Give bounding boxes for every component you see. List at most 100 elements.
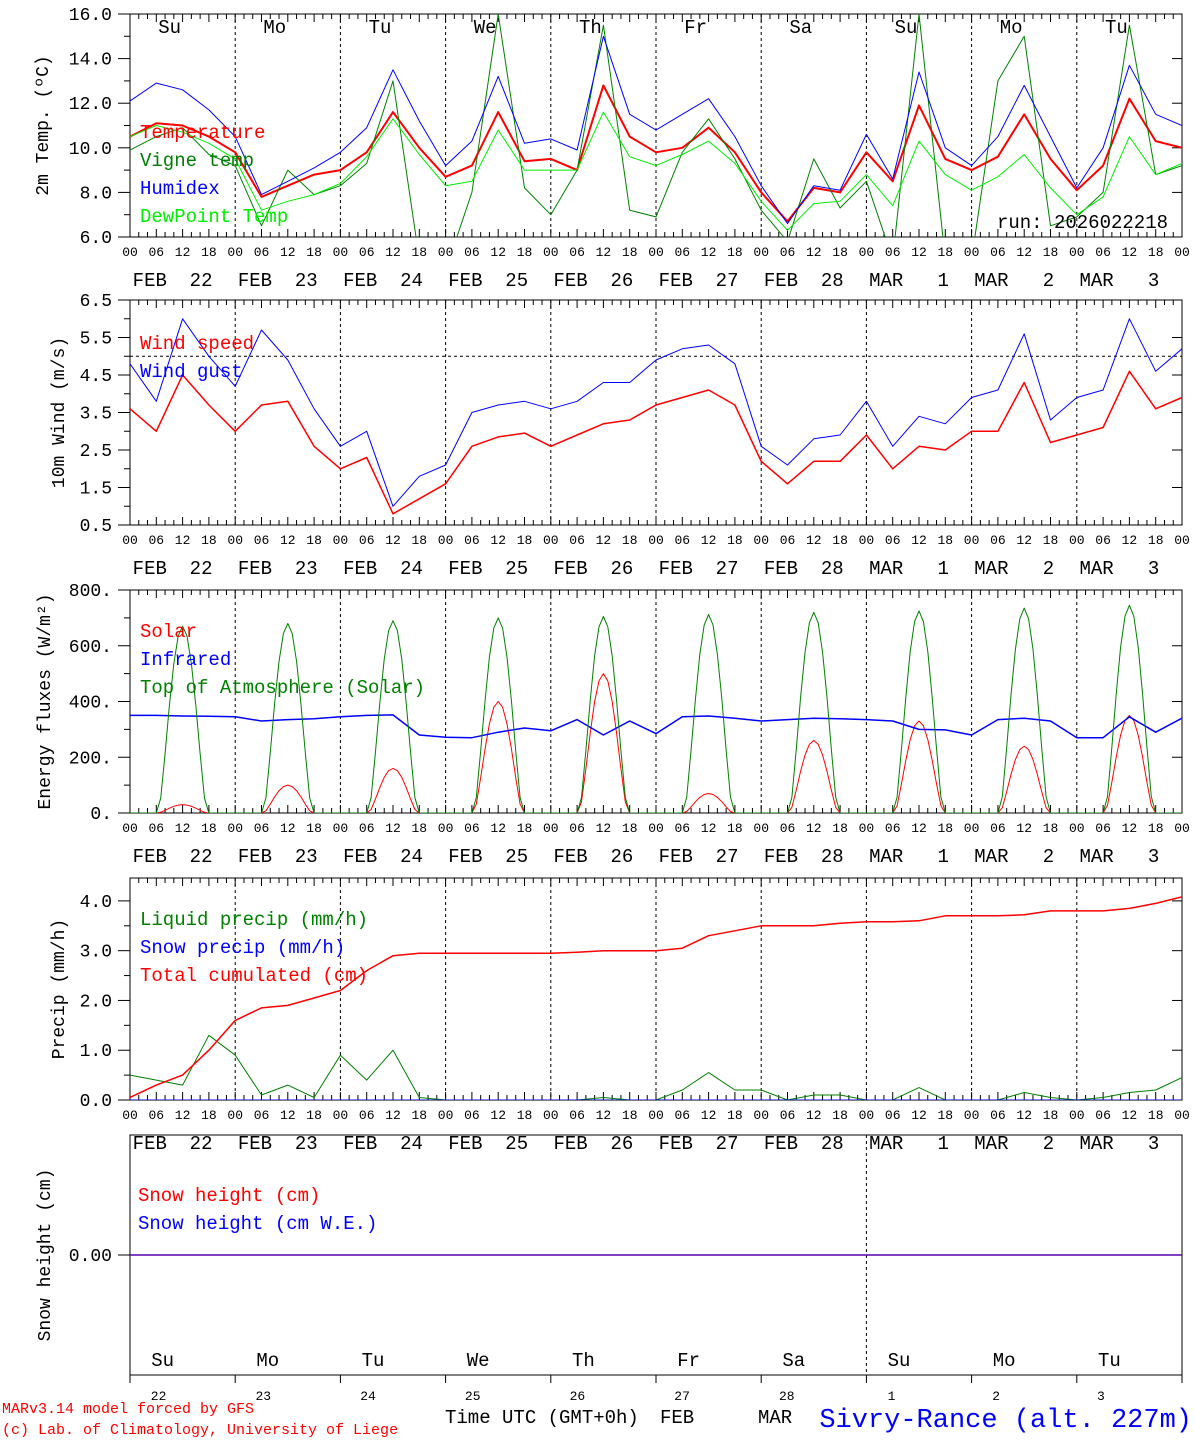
hour-tick-label: 00 xyxy=(1174,1108,1190,1123)
hour-tick-label: 00 xyxy=(227,821,243,836)
hour-tick-label: 06 xyxy=(674,533,690,548)
hour-tick-label: 12 xyxy=(911,533,927,548)
series-line-wind-speed xyxy=(130,370,1182,515)
legend-entry: Infrared xyxy=(140,649,231,671)
hour-tick-label: 18 xyxy=(306,821,322,836)
hour-tick-label: 00 xyxy=(543,533,559,548)
hour-tick-label: 00 xyxy=(543,1108,559,1123)
hour-tick-label: 12 xyxy=(1016,533,1032,548)
hour-tick-label: 06 xyxy=(885,533,901,548)
run-annotation: run: 2026022218 xyxy=(997,212,1168,234)
hour-tick-label: 06 xyxy=(674,245,690,260)
weekday-label: Tu xyxy=(1105,17,1128,39)
hour-tick-label: 12 xyxy=(806,821,822,836)
hour-tick-label: 18 xyxy=(1043,821,1059,836)
hour-tick-label: 06 xyxy=(1095,1108,1111,1123)
hour-tick-label: 06 xyxy=(990,533,1006,548)
series-line-humidex xyxy=(130,35,1182,225)
hour-tick-label: 06 xyxy=(990,821,1006,836)
hour-tick-label: 12 xyxy=(1016,245,1032,260)
panel-4: 0.0 1.0 2.0 3.0 4.0 Precip (mm/h) Liquid preci… xyxy=(50,877,1190,1155)
hour-tick-label: 06 xyxy=(885,245,901,260)
hour-tick-label: 18 xyxy=(517,245,533,260)
date-label: FEB 24 xyxy=(343,846,423,868)
hour-tick-label: 00 xyxy=(964,1108,980,1123)
series-line-total-cumulated-cm- xyxy=(130,896,1182,1099)
y-tick-label: 16.0 xyxy=(69,6,112,26)
series-line-infrared xyxy=(130,714,1182,739)
day-number-label: 27 xyxy=(674,1389,690,1404)
panel-2: 0.5 1.5 2.5 3.5 4.5 5.5 6.5 10m Wind (m/s) Wind … xyxy=(50,292,1190,580)
hour-tick-label: 12 xyxy=(596,1108,612,1123)
hour-tick-label: 12 xyxy=(596,821,612,836)
date-label: FEB 23 xyxy=(238,558,318,580)
hour-tick-label: 00 xyxy=(438,821,454,836)
panel-1: 6.0 8.0 10.0 12.0 14.0 16.0 2m Temp. (ºC) Tempe… xyxy=(34,6,1190,292)
hour-tick-label: 06 xyxy=(148,533,164,548)
hour-tick-label: 00 xyxy=(1174,821,1190,836)
hour-tick-label: 00 xyxy=(648,1108,664,1123)
hour-tick-label: 18 xyxy=(727,1108,743,1123)
day-number-label: 26 xyxy=(570,1389,586,1404)
date-label: FEB 27 xyxy=(659,270,739,292)
hour-tick-label: 18 xyxy=(1148,533,1164,548)
panel-3: 0. 200. 400. 600. 800. Energy fluxes (W/m²) So… xyxy=(36,582,1190,868)
hour-tick-label: 00 xyxy=(122,245,138,260)
hour-tick-label: 00 xyxy=(122,1108,138,1123)
date-label: FEB 22 xyxy=(133,270,213,292)
hour-tick-label: 00 xyxy=(543,245,559,260)
hour-tick-label: 18 xyxy=(411,1108,427,1123)
weekday-label: Sa xyxy=(789,17,812,39)
hour-tick-label: 18 xyxy=(1043,533,1059,548)
weekday-label: Tu xyxy=(1098,1350,1121,1372)
hour-tick-label: 00 xyxy=(1069,1108,1085,1123)
month-label-mar: MAR xyxy=(758,1407,792,1429)
y-tick-label: 3.5 xyxy=(80,405,112,425)
date-label: MAR 3 xyxy=(1079,1133,1159,1155)
hour-tick-label: 12 xyxy=(1122,533,1138,548)
hour-tick-label: 18 xyxy=(1043,245,1059,260)
hour-tick-label: 12 xyxy=(490,1108,506,1123)
legend-entry: Solar xyxy=(140,621,197,643)
hour-tick-label: 12 xyxy=(280,245,296,260)
date-label: FEB 27 xyxy=(659,558,739,580)
hour-tick-label: 12 xyxy=(596,533,612,548)
hour-tick-label: 06 xyxy=(569,533,585,548)
date-label: FEB 28 xyxy=(764,270,844,292)
hour-tick-label: 00 xyxy=(543,821,559,836)
hour-tick-label: 00 xyxy=(227,1108,243,1123)
hour-tick-label: 18 xyxy=(832,533,848,548)
hour-tick-label: 12 xyxy=(701,245,717,260)
date-label: MAR 1 xyxy=(869,846,949,868)
legend-entry: Snow height (cm) xyxy=(138,1185,320,1207)
date-label: FEB 23 xyxy=(238,846,318,868)
legend-entry: Snow height (cm W.E.) xyxy=(138,1213,377,1235)
legend-entry: Liquid precip (mm/h) xyxy=(140,909,368,931)
y-axis-label: Energy fluxes (W/m²) xyxy=(36,593,56,809)
series-line-wind-gust xyxy=(130,318,1182,507)
hour-tick-label: 18 xyxy=(411,821,427,836)
hour-tick-label: 12 xyxy=(911,821,927,836)
hour-tick-label: 06 xyxy=(1095,821,1111,836)
hour-tick-label: 18 xyxy=(201,821,217,836)
month-label-feb: FEB xyxy=(660,1407,694,1429)
hour-tick-label: 12 xyxy=(701,1108,717,1123)
hour-tick-label: 18 xyxy=(622,1108,638,1123)
hour-tick-label: 06 xyxy=(885,1108,901,1123)
hour-tick-label: 00 xyxy=(1174,245,1190,260)
y-tick-label: 800. xyxy=(69,582,112,602)
hour-tick-label: 18 xyxy=(201,533,217,548)
hour-tick-label: 18 xyxy=(411,533,427,548)
y-axis-label: Precip (mm/h) xyxy=(50,919,70,1059)
hour-tick-label: 00 xyxy=(1069,245,1085,260)
hour-tick-label: 06 xyxy=(359,245,375,260)
hour-tick-label: 00 xyxy=(227,245,243,260)
weekday-label: Su xyxy=(895,17,918,39)
hour-tick-label: 12 xyxy=(385,245,401,260)
legend-entry: Temperature xyxy=(140,122,265,144)
hour-tick-label: 12 xyxy=(385,821,401,836)
date-label: FEB 22 xyxy=(133,1133,213,1155)
hour-tick-label: 18 xyxy=(1148,1108,1164,1123)
hour-tick-label: 18 xyxy=(937,821,953,836)
legend-entry: Total cumulated (cm) xyxy=(140,965,368,987)
